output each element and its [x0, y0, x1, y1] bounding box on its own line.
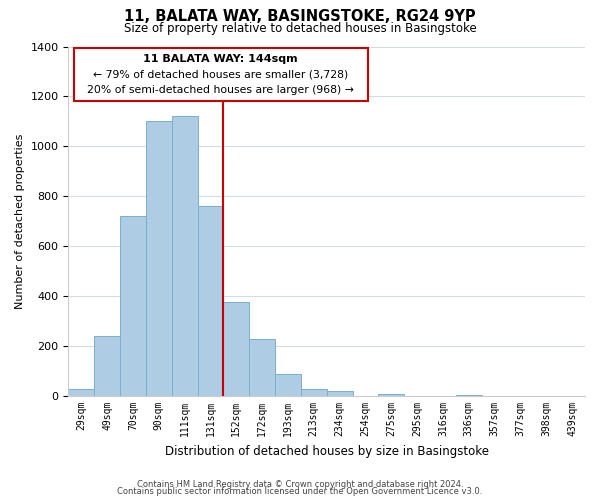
Bar — [94, 336, 120, 396]
Bar — [327, 391, 353, 396]
Text: 20% of semi-detached houses are larger (968) →: 20% of semi-detached houses are larger (… — [88, 85, 354, 95]
Bar — [68, 388, 94, 396]
Text: 11 BALATA WAY: 144sqm: 11 BALATA WAY: 144sqm — [143, 54, 298, 64]
FancyBboxPatch shape — [74, 48, 368, 100]
Bar — [146, 122, 172, 396]
Text: 11, BALATA WAY, BASINGSTOKE, RG24 9YP: 11, BALATA WAY, BASINGSTOKE, RG24 9YP — [124, 9, 476, 24]
Bar — [120, 216, 146, 396]
Bar — [301, 388, 327, 396]
Bar — [456, 395, 482, 396]
Bar — [275, 374, 301, 396]
Text: Size of property relative to detached houses in Basingstoke: Size of property relative to detached ho… — [124, 22, 476, 35]
Bar — [379, 394, 404, 396]
Text: Contains HM Land Registry data © Crown copyright and database right 2024.: Contains HM Land Registry data © Crown c… — [137, 480, 463, 489]
Text: ← 79% of detached houses are smaller (3,728): ← 79% of detached houses are smaller (3,… — [93, 70, 349, 80]
Bar — [197, 206, 223, 396]
Text: Contains public sector information licensed under the Open Government Licence v3: Contains public sector information licen… — [118, 487, 482, 496]
Bar — [249, 338, 275, 396]
Bar — [172, 116, 197, 396]
Bar — [223, 302, 249, 396]
X-axis label: Distribution of detached houses by size in Basingstoke: Distribution of detached houses by size … — [165, 444, 489, 458]
Y-axis label: Number of detached properties: Number of detached properties — [15, 134, 25, 309]
